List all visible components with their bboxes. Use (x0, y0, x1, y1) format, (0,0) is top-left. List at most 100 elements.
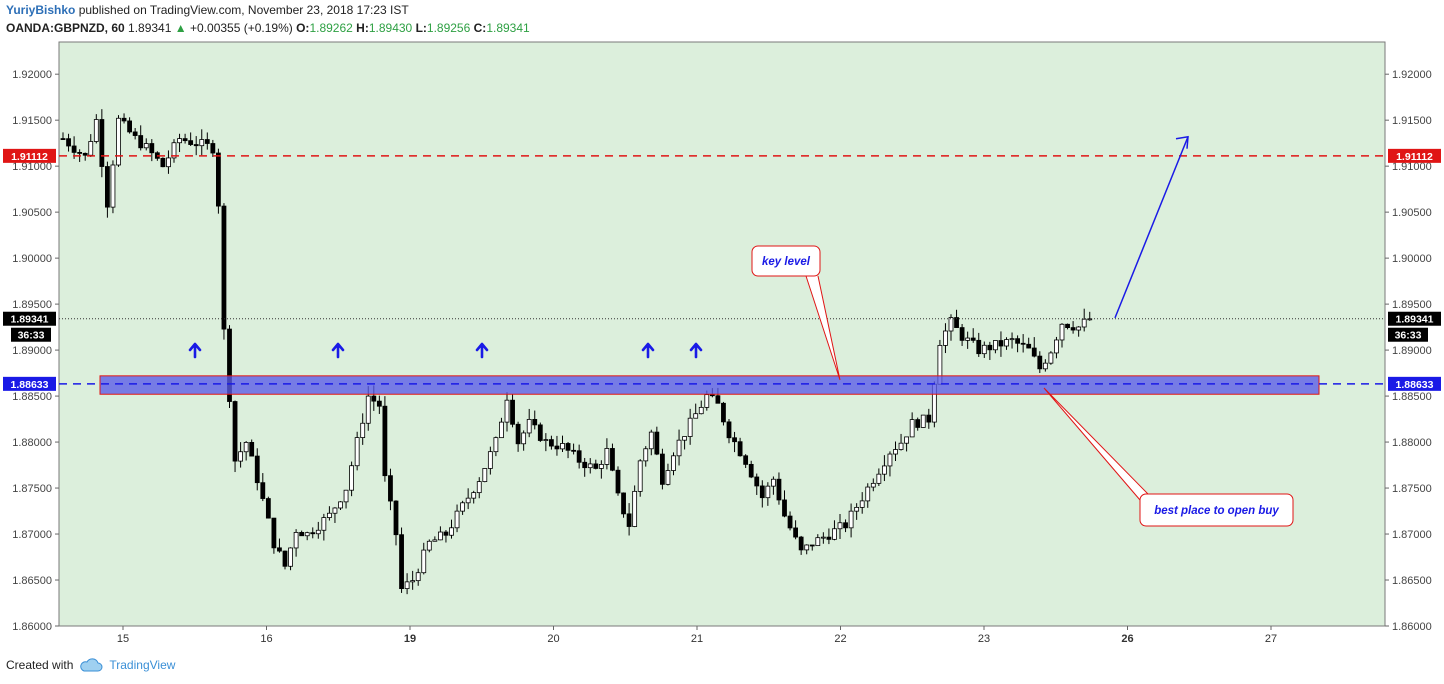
x-tick-label: 26 (1121, 633, 1133, 645)
candle-body (537, 424, 543, 441)
best-buy-callout-box[interactable] (1139, 493, 1294, 527)
candle-body (243, 442, 249, 453)
candle-body (93, 119, 99, 142)
candle-body (709, 394, 715, 397)
up-arrow-icon (641, 342, 655, 359)
created-with-label: Created with (6, 658, 74, 672)
candle-body (554, 445, 560, 450)
candle-body (443, 531, 449, 536)
candle-body (1015, 338, 1020, 344)
candle-body (204, 139, 210, 144)
change-up-icon: ▲ (174, 21, 187, 35)
candle-body (632, 490, 638, 527)
candle-body (859, 500, 865, 508)
target-price-label: 1.91112 (11, 151, 48, 163)
candle-body (665, 470, 671, 485)
candle-body (965, 337, 971, 341)
candle-body (132, 131, 138, 136)
candle-body (77, 152, 83, 154)
low-value: 1.89256 (426, 21, 471, 35)
open-label: O: (296, 21, 310, 35)
candle-body (143, 143, 149, 149)
high-value: 1.89430 (368, 21, 413, 35)
candle-body (338, 501, 343, 509)
candle-body (88, 141, 94, 156)
candle-body (343, 489, 349, 503)
candle-body (288, 547, 293, 567)
y-tick-label: 1.91500 (1392, 115, 1432, 127)
candle-body (304, 532, 310, 537)
candle-body (1054, 339, 1059, 354)
candle-body (787, 515, 793, 529)
candle-body (1020, 342, 1026, 345)
candle-body (759, 485, 765, 499)
candle-body (210, 143, 216, 154)
support-zone[interactable] (99, 375, 1320, 395)
x-tick-label: 19 (404, 633, 416, 645)
candle-body (754, 476, 760, 487)
symbol-label: OANDA:GBPNZD, 60 (6, 21, 125, 35)
candle-body (981, 344, 987, 355)
candle-body (227, 328, 232, 402)
candle-body (1070, 327, 1076, 331)
candle-body (171, 142, 177, 159)
candle-body (1026, 343, 1032, 349)
y-tick-label: 1.90500 (12, 207, 52, 219)
candle-body (837, 522, 843, 530)
last-price-price-tag-right (1388, 311, 1441, 326)
candle-body (1009, 338, 1015, 341)
y-tick-label: 1.90000 (1392, 253, 1432, 265)
candle-body (82, 152, 88, 156)
last-price-price-label: 1.89341 (11, 314, 49, 326)
projection-arrow[interactable] (1114, 136, 1189, 319)
x-tick-label: 22 (834, 633, 846, 645)
x-tick-label: 20 (547, 633, 559, 645)
target-price-tag-left (3, 148, 56, 163)
candle-body (893, 449, 898, 455)
candle-body (399, 534, 404, 590)
key-level-callout-box[interactable] (751, 245, 821, 277)
candle-body (460, 502, 466, 512)
publish-info: published on TradingView.com, November 2… (78, 3, 409, 17)
candle-body (704, 394, 710, 408)
candle-body (904, 436, 909, 444)
y-tick-label: 1.86000 (1392, 621, 1432, 633)
candle-body (948, 317, 954, 332)
candle-body (199, 139, 205, 147)
candle-body (687, 417, 693, 437)
arrow-head-icon (1175, 135, 1189, 149)
y-tick-label: 1.88000 (1392, 437, 1432, 449)
candle-body (66, 138, 71, 147)
author-link[interactable]: YuriyBishko (6, 3, 76, 17)
candle-body (848, 510, 854, 529)
y-axis-right: 1.92000 1.91500 1.91000 1.90500 1.90000 1.895… (1385, 69, 1432, 633)
candle-body (332, 507, 338, 514)
candle-body (843, 522, 848, 529)
candle-body (415, 572, 421, 582)
candle-body (299, 532, 305, 537)
candle-body (748, 463, 754, 478)
key-level-price-tag-right (1388, 376, 1441, 391)
key-level-callout-pointer (805, 275, 841, 381)
candle-body (998, 340, 1004, 347)
y-tick-label: 1.88500 (12, 391, 52, 403)
candle-body (765, 485, 771, 499)
candle-body (221, 205, 227, 330)
candle-body (465, 497, 471, 504)
candle-body (121, 117, 127, 122)
y-tick-label: 1.92000 (12, 69, 52, 81)
candle-body (676, 439, 682, 457)
candle-body (282, 550, 288, 567)
candle-body (404, 581, 410, 590)
tradingview-link[interactable]: TradingView (109, 658, 176, 672)
candle-body (426, 540, 432, 551)
candle-body (621, 492, 626, 515)
candle-body (782, 499, 787, 517)
candle-body (376, 400, 382, 407)
candle-body (471, 492, 477, 499)
candle-body (654, 431, 660, 455)
price-chart[interactable]: 1.92000 1.91500 1.91000 1.90500 1.90000 1.895… (0, 0, 1444, 650)
candle-body (737, 441, 743, 457)
candle-body (393, 500, 399, 536)
candle-body (565, 443, 571, 451)
